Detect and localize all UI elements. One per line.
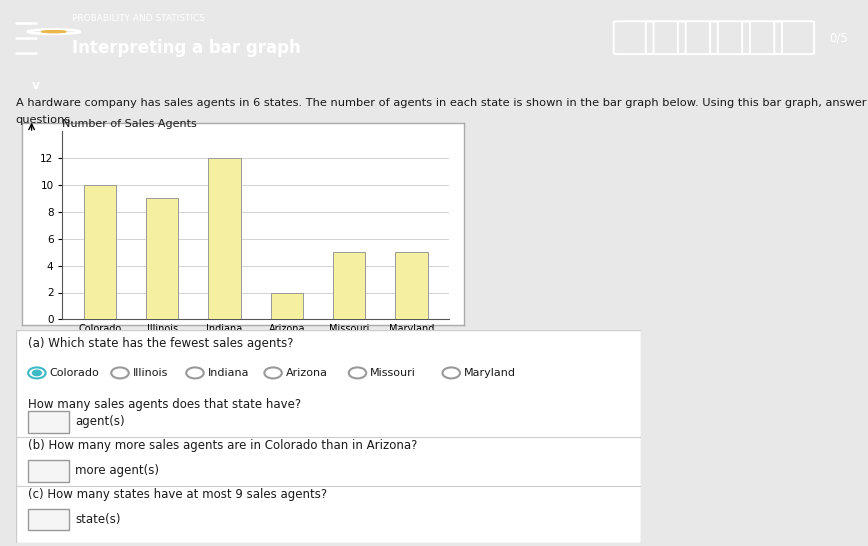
Text: Arizona: Arizona bbox=[286, 368, 327, 378]
Bar bbox=[208, 158, 240, 319]
X-axis label: State: State bbox=[240, 337, 271, 347]
Text: Interpreting a bar graph: Interpreting a bar graph bbox=[72, 39, 301, 57]
Text: Illinois: Illinois bbox=[133, 368, 168, 378]
Text: agent(s): agent(s) bbox=[75, 416, 125, 429]
Text: PROBABILITY AND STATISTICS: PROBABILITY AND STATISTICS bbox=[72, 14, 205, 22]
Bar bbox=[146, 198, 179, 319]
Text: (a) Which state has the fewest sales agents?: (a) Which state has the fewest sales age… bbox=[28, 337, 293, 350]
FancyBboxPatch shape bbox=[28, 411, 69, 432]
Text: Colorado: Colorado bbox=[49, 368, 99, 378]
Text: How many sales agents does that state have?: How many sales agents does that state ha… bbox=[28, 399, 301, 412]
Text: state(s): state(s) bbox=[75, 513, 121, 526]
Text: Maryland: Maryland bbox=[464, 368, 516, 378]
Text: 0/5: 0/5 bbox=[829, 31, 848, 44]
FancyBboxPatch shape bbox=[16, 330, 641, 543]
Text: (b) How many more sales agents are in Colorado than in Arizona?: (b) How many more sales agents are in Co… bbox=[28, 439, 418, 452]
Text: more agent(s): more agent(s) bbox=[75, 464, 159, 477]
Text: questions.: questions. bbox=[16, 115, 75, 124]
Ellipse shape bbox=[32, 370, 42, 376]
Text: (c) How many states have at most 9 sales agents?: (c) How many states have at most 9 sales… bbox=[28, 488, 327, 501]
Text: Missouri: Missouri bbox=[370, 368, 416, 378]
Text: A hardware company has sales agents in 6 states. The number of agents in each st: A hardware company has sales agents in 6… bbox=[16, 98, 868, 108]
Text: v: v bbox=[31, 79, 39, 92]
Text: Indiana: Indiana bbox=[207, 368, 249, 378]
FancyBboxPatch shape bbox=[28, 460, 69, 482]
FancyBboxPatch shape bbox=[28, 509, 69, 531]
Bar bbox=[333, 252, 365, 319]
Bar bbox=[395, 252, 428, 319]
Bar bbox=[271, 293, 303, 319]
Text: Number of Sales Agents: Number of Sales Agents bbox=[62, 119, 197, 129]
Circle shape bbox=[42, 31, 66, 33]
Bar bbox=[83, 185, 116, 319]
